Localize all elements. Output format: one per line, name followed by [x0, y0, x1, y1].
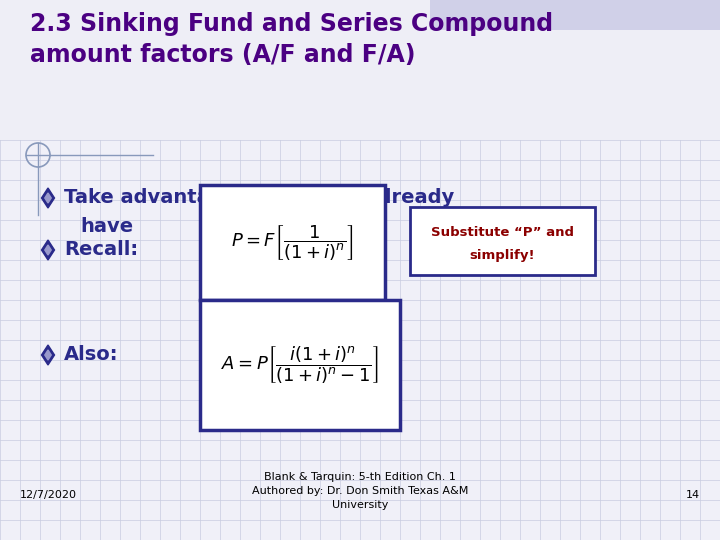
Text: Blank & Tarquin: 5-th Edition Ch. 1: Blank & Tarquin: 5-th Edition Ch. 1 — [264, 472, 456, 482]
FancyBboxPatch shape — [200, 300, 400, 430]
Polygon shape — [42, 345, 55, 365]
Text: 12/7/2020: 12/7/2020 — [20, 490, 77, 500]
Text: amount factors (A/F and F/A): amount factors (A/F and F/A) — [30, 43, 415, 67]
Text: $P = F\left[\dfrac{1}{(1+i)^{n}}\right]$: $P = F\left[\dfrac{1}{(1+i)^{n}}\right]$ — [231, 223, 354, 262]
Polygon shape — [45, 350, 51, 360]
Text: Also:: Also: — [64, 345, 119, 364]
Text: 14: 14 — [686, 490, 700, 500]
Text: Authored by: Dr. Don Smith Texas A&M: Authored by: Dr. Don Smith Texas A&M — [252, 486, 468, 496]
Polygon shape — [45, 193, 51, 203]
Text: have: have — [80, 217, 133, 236]
Polygon shape — [42, 188, 55, 208]
Text: Recall:: Recall: — [64, 240, 138, 259]
Text: 2.3 Sinking Fund and Series Compound: 2.3 Sinking Fund and Series Compound — [30, 12, 553, 36]
Text: simplify!: simplify! — [469, 249, 535, 262]
Text: $A = P\left[\dfrac{i(1+i)^{n}}{(1+i)^{n}-1}\right]$: $A = P\left[\dfrac{i(1+i)^{n}}{(1+i)^{n}… — [221, 344, 379, 386]
FancyBboxPatch shape — [430, 0, 720, 30]
Text: Take advantage of what we already: Take advantage of what we already — [64, 188, 454, 207]
Text: University: University — [332, 500, 388, 510]
Polygon shape — [45, 245, 51, 255]
Polygon shape — [42, 240, 55, 260]
FancyBboxPatch shape — [0, 0, 720, 140]
Text: Substitute “P” and: Substitute “P” and — [431, 226, 574, 239]
FancyBboxPatch shape — [200, 185, 385, 300]
FancyBboxPatch shape — [410, 207, 595, 275]
